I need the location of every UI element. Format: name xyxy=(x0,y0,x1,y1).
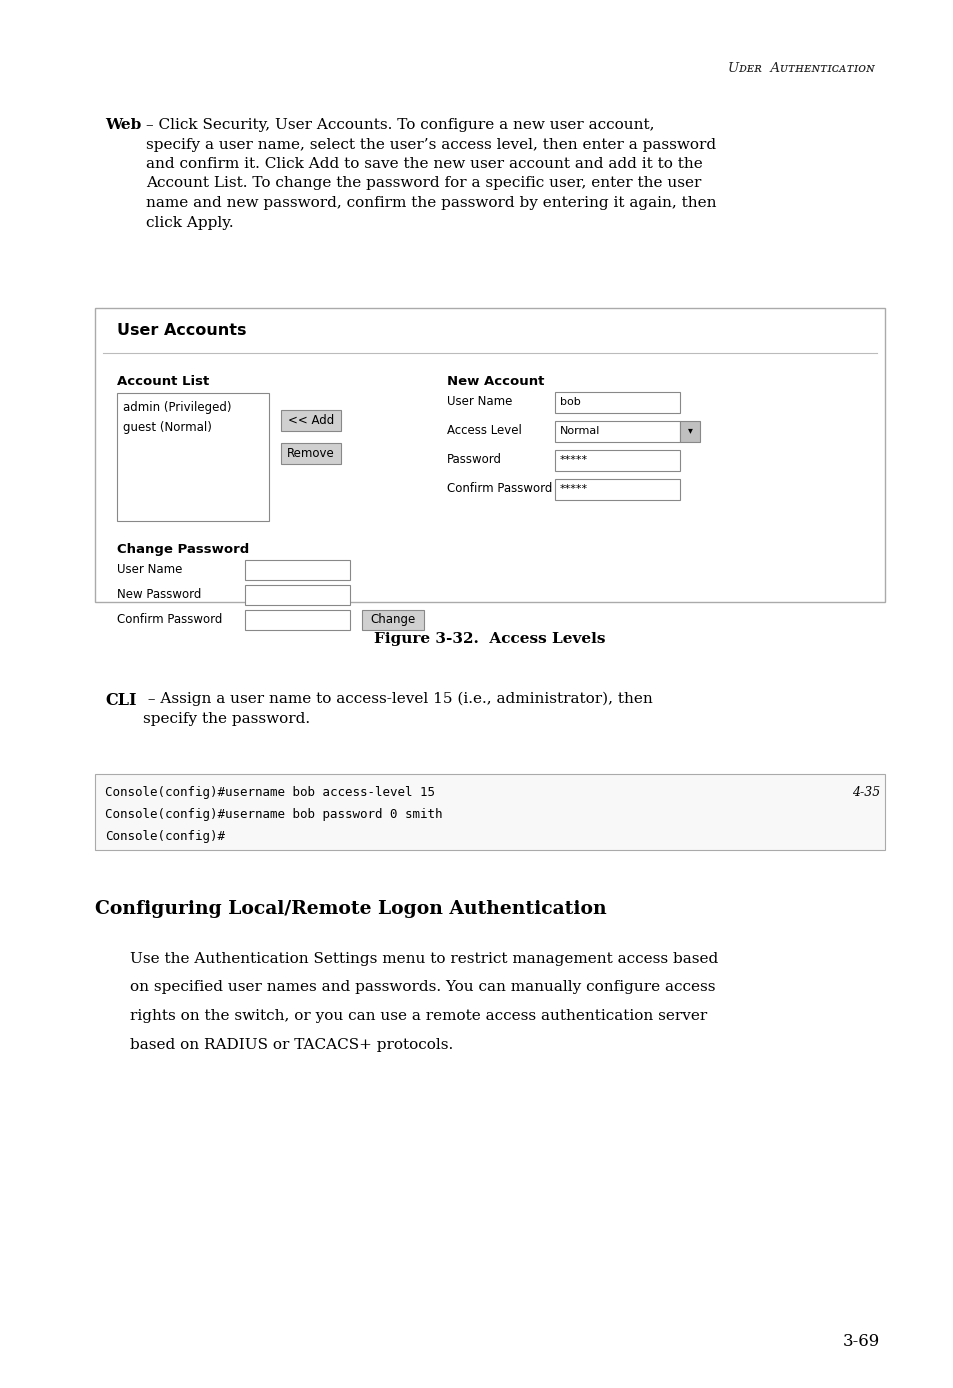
Text: Account List: Account List xyxy=(117,375,209,389)
Text: User Accounts: User Accounts xyxy=(117,323,246,339)
FancyBboxPatch shape xyxy=(95,775,884,849)
Text: << Add: << Add xyxy=(288,414,334,428)
FancyBboxPatch shape xyxy=(555,450,679,471)
FancyBboxPatch shape xyxy=(555,391,679,414)
FancyBboxPatch shape xyxy=(361,609,423,630)
Text: User Name: User Name xyxy=(117,564,182,576)
Text: ▾: ▾ xyxy=(687,426,692,436)
Text: 3-69: 3-69 xyxy=(841,1332,879,1351)
FancyBboxPatch shape xyxy=(245,584,350,605)
Text: Console(config)#username bob password 0 smith: Console(config)#username bob password 0 … xyxy=(105,808,442,820)
Text: Change Password: Change Password xyxy=(117,543,249,557)
FancyBboxPatch shape xyxy=(245,559,350,580)
Text: Remove: Remove xyxy=(287,447,335,459)
Text: Figure 3-32.  Access Levels: Figure 3-32. Access Levels xyxy=(374,632,605,645)
Text: CLI: CLI xyxy=(105,693,136,709)
Text: Change: Change xyxy=(370,612,416,626)
Text: Confirm Password: Confirm Password xyxy=(447,482,552,496)
FancyBboxPatch shape xyxy=(95,308,884,602)
Text: rights on the switch, or you can use a remote access authentication server: rights on the switch, or you can use a r… xyxy=(130,1009,706,1023)
Text: Console(config)#: Console(config)# xyxy=(105,830,225,843)
Text: Normal: Normal xyxy=(559,426,599,436)
FancyBboxPatch shape xyxy=(679,421,700,441)
Text: Uᴅᴇʀ  Aᴜᴛʜᴇɴᴛɪᴄᴀᴛɪᴏɴ: Uᴅᴇʀ Aᴜᴛʜᴇɴᴛɪᴄᴀᴛɪᴏɴ xyxy=(727,62,874,75)
Text: – Click Security, User Accounts. To configure a new user account,
specify a user: – Click Security, User Accounts. To conf… xyxy=(146,118,716,229)
Text: *****: ***** xyxy=(559,454,587,465)
Text: – Assign a user name to access-level 15 (i.e., administrator), then
specify the : – Assign a user name to access-level 15 … xyxy=(143,693,652,726)
FancyBboxPatch shape xyxy=(555,421,679,441)
Text: based on RADIUS or TACACS+ protocols.: based on RADIUS or TACACS+ protocols. xyxy=(130,1037,453,1052)
Text: bob: bob xyxy=(559,397,580,407)
Text: *****: ***** xyxy=(559,483,587,494)
FancyBboxPatch shape xyxy=(281,443,340,464)
Text: Web: Web xyxy=(105,118,141,132)
Text: Password: Password xyxy=(447,452,501,466)
Text: New Account: New Account xyxy=(447,375,544,389)
Text: Configuring Local/Remote Logon Authentication: Configuring Local/Remote Logon Authentic… xyxy=(95,899,606,917)
FancyBboxPatch shape xyxy=(555,479,679,500)
Text: guest (Normal): guest (Normal) xyxy=(123,421,212,434)
Text: Confirm Password: Confirm Password xyxy=(117,613,222,626)
FancyBboxPatch shape xyxy=(117,393,269,520)
Text: admin (Privileged): admin (Privileged) xyxy=(123,401,232,414)
Text: Use the Authentication Settings menu to restrict management access based: Use the Authentication Settings menu to … xyxy=(130,952,718,966)
Text: 4-35: 4-35 xyxy=(851,786,879,799)
Text: on specified user names and passwords. You can manually configure access: on specified user names and passwords. Y… xyxy=(130,980,715,994)
FancyBboxPatch shape xyxy=(245,609,350,630)
FancyBboxPatch shape xyxy=(281,409,340,432)
Text: Access Level: Access Level xyxy=(447,423,521,437)
Text: New Password: New Password xyxy=(117,589,201,601)
Text: Console(config)#username bob access-level 15: Console(config)#username bob access-leve… xyxy=(105,786,435,799)
Text: User Name: User Name xyxy=(447,396,512,408)
